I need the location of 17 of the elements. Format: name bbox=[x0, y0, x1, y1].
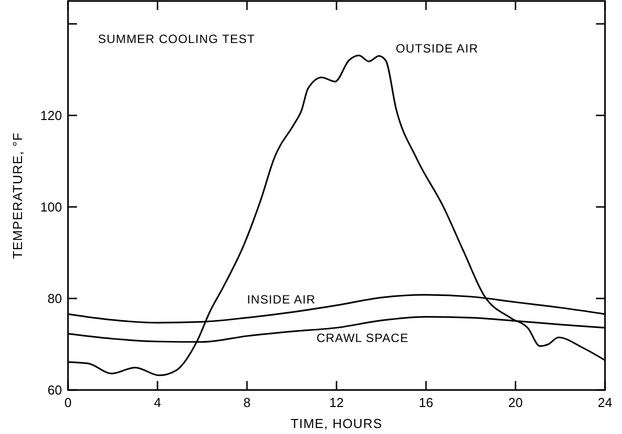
x-tick-label: 0 bbox=[64, 395, 72, 410]
x-tick-label: 24 bbox=[598, 395, 612, 410]
x-tick-label: 16 bbox=[418, 395, 434, 410]
x-tick-label: 20 bbox=[508, 395, 523, 410]
series-label: OUTSIDE AIR bbox=[396, 41, 478, 56]
x-axis-title: TIME, HOURS bbox=[290, 416, 382, 431]
y-tick-label: 120 bbox=[40, 108, 62, 123]
y-tick-label: 100 bbox=[40, 199, 62, 214]
x-tick-label: 4 bbox=[154, 395, 162, 410]
x-tick-label: 8 bbox=[243, 395, 251, 410]
y-tick-label: 80 bbox=[48, 291, 62, 306]
x-tick-label: 12 bbox=[329, 395, 344, 410]
series-label: CRAWL SPACE bbox=[316, 330, 409, 345]
y-tick-label: 60 bbox=[48, 382, 62, 398]
y-axis-title: TEMPERATURE, °F bbox=[10, 132, 25, 259]
series-label: INSIDE AIR bbox=[247, 292, 316, 307]
annotation: SUMMER COOLING TEST bbox=[98, 32, 256, 46]
